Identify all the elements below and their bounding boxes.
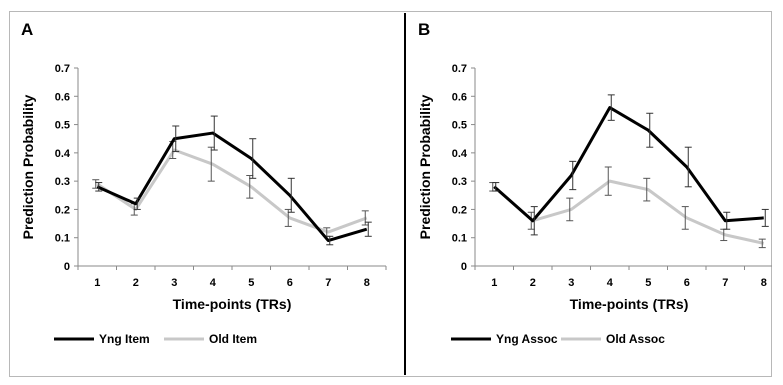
panel-divider: [404, 13, 406, 375]
y-tick-label: 0.6: [55, 91, 70, 103]
error-bar: [249, 138, 257, 179]
error-bar: [684, 146, 692, 188]
y-tick-label: 0.3: [452, 176, 467, 188]
panel-label: A: [21, 20, 33, 39]
x-tick-label: 4: [607, 277, 614, 289]
error-bar: [530, 206, 538, 236]
legend-label: Old Item: [209, 332, 257, 346]
y-axis-label: Prediction Probability: [417, 94, 433, 239]
error-bar: [566, 197, 574, 222]
x-tick-label: 5: [645, 277, 651, 289]
error-bar: [758, 238, 766, 249]
x-tick-label: 4: [210, 277, 217, 289]
x-tick-label: 8: [364, 277, 370, 289]
y-tick-label: 0.5: [452, 120, 467, 132]
error-bar: [607, 94, 615, 121]
error-bar: [326, 235, 334, 246]
error-bar: [643, 177, 651, 202]
y-tick-label: 0.2: [452, 204, 467, 216]
chart-panel-a: A 0 0.1 0.2 0.3 0.4 0.5 0.6 0.7 1 2 3 4 5 6 7 8 Time-poin…: [20, 20, 387, 346]
legend-label: Old Assoc: [606, 332, 665, 346]
y-tick-label: 0.6: [452, 91, 467, 103]
x-tick-label: 6: [684, 277, 690, 289]
y-tick-label: 0.4: [55, 148, 71, 160]
x-tick-label: 1: [491, 277, 497, 289]
legend-label: Yng Assoc: [496, 332, 558, 346]
legend-label: Yng Item: [99, 332, 150, 346]
y-tick-label: 0.5: [55, 120, 70, 132]
x-tick-label: 3: [568, 277, 574, 289]
error-bar: [95, 182, 103, 192]
x-tick-label: 1: [94, 277, 100, 289]
x-tick-label: 2: [530, 277, 536, 289]
error-bar: [723, 211, 731, 230]
y-axis-label: Prediction Probability: [20, 94, 36, 239]
x-axis-label: Time-points (TRs): [173, 296, 292, 312]
y-tick-label: 0.1: [55, 233, 70, 245]
error-bar: [133, 197, 141, 210]
y-tick-label: 0.1: [452, 233, 467, 245]
error-bar: [287, 177, 295, 213]
y-tick-label: 0.3: [55, 176, 70, 188]
x-tick-label: 7: [722, 277, 728, 289]
series-line-old: [493, 179, 765, 245]
error-bar: [569, 160, 577, 191]
figure-frame: [9, 11, 772, 377]
error-bar: [646, 112, 654, 148]
error-bar: [207, 146, 215, 182]
panel-label: B: [418, 20, 430, 39]
x-axis-label: Time-points (TRs): [570, 296, 689, 312]
x-tick-label: 7: [325, 277, 331, 289]
error-bar: [172, 125, 180, 152]
y-tick-label: 0: [461, 261, 467, 273]
x-tick-label: 8: [761, 277, 767, 289]
x-tick-label: 5: [248, 277, 254, 289]
series-line-old: [96, 148, 368, 234]
x-tick-label: 3: [171, 277, 177, 289]
error-bar: [492, 182, 500, 192]
error-bar: [761, 208, 769, 227]
series-line-young: [96, 131, 368, 243]
y-tick-label: 0.2: [55, 204, 70, 216]
chart-panel-b: B 0 0.1 0.2 0.3 0.4 0.5 0.6 0.7 1 2 3 4 5 6 7 8 Time-poin…: [417, 20, 772, 346]
y-tick-label: 0: [64, 261, 70, 273]
x-tick-label: 6: [287, 277, 293, 289]
error-bar: [246, 174, 254, 199]
y-tick-label: 0.7: [452, 63, 467, 75]
y-tick-label: 0.7: [55, 63, 70, 75]
error-bar: [364, 221, 372, 237]
error-bar: [681, 206, 689, 230]
error-bar: [604, 166, 612, 196]
series-line-young: [493, 106, 764, 223]
error-bar: [210, 115, 218, 151]
x-tick-label: 2: [133, 277, 139, 289]
y-tick-label: 0.4: [452, 148, 468, 160]
